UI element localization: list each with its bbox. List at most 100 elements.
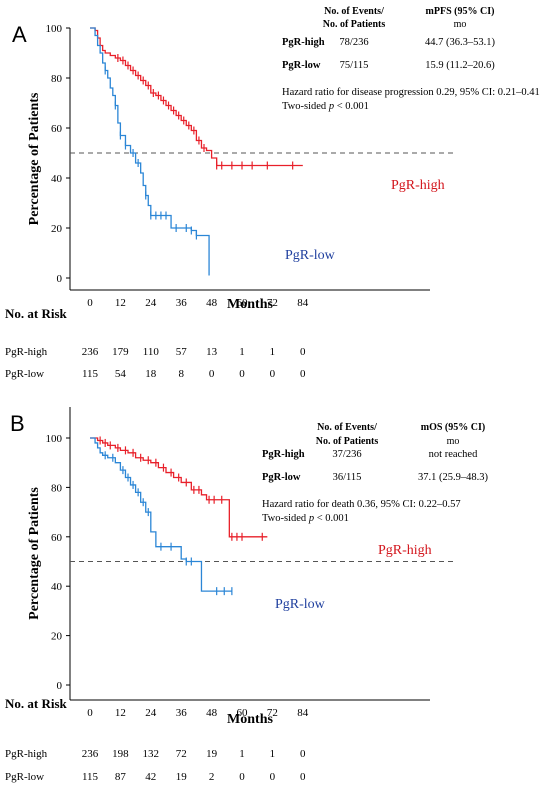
series-pgr-high [90, 27, 303, 170]
col-header-events: No. of Patients [323, 19, 386, 30]
x-tick-label: 72 [267, 297, 278, 309]
x-tick-label: 84 [297, 297, 309, 309]
risk-value: 115 [82, 771, 99, 783]
col-header-unit: mo [454, 19, 467, 30]
y-tick-label: 20 [51, 631, 63, 643]
km-curve [90, 27, 210, 276]
risk-value: 1 [239, 346, 245, 358]
annotation-table: No. of Events/No. of Patients mPFS (95% C… [282, 6, 540, 112]
y-tick-label: 40 [51, 581, 63, 593]
col-header-unit: mo [447, 436, 460, 447]
y-tick-label: 60 [51, 532, 63, 544]
p-prefix: Two-sided [262, 513, 309, 524]
x-tick-label: 84 [297, 707, 309, 719]
risk-value: 72 [176, 748, 187, 760]
risk-value: 8 [178, 368, 184, 380]
risk-value: 179 [112, 346, 129, 358]
risk-value: 1 [270, 748, 276, 760]
panel-b: B 0 20 40 60 80 100 0 12 24 36 48 60 72 84 Months Percen… [0, 395, 550, 789]
p-symbol: p [308, 513, 314, 524]
risk-value: 110 [143, 346, 160, 358]
annotation-table: No. of Events/No. of Patients mOS (95% CI… [262, 422, 488, 524]
risk-value: 0 [300, 368, 306, 380]
y-tick-label: 80 [51, 73, 63, 85]
p-value-text: Two-sided p < 0.001 [262, 513, 349, 524]
risk-row-label: PgR-low [5, 368, 44, 380]
p-suffix: < 0.001 [314, 513, 349, 524]
series-pgr-low [90, 27, 210, 276]
risk-value: 0 [239, 368, 245, 380]
row-median: 37.1 (25.9–48.3) [418, 472, 488, 483]
x-tick-label: 0 [87, 707, 93, 719]
risk-table-title: No. at Risk [5, 306, 68, 321]
x-tick-label: 60 [237, 707, 249, 719]
risk-value: 18 [145, 368, 157, 380]
series-label: PgR-low [275, 597, 326, 612]
y-tick-label: 40 [51, 173, 63, 185]
km-curve [90, 437, 232, 592]
row-label: PgR-high [282, 37, 325, 48]
risk-value: 0 [300, 748, 306, 760]
risk-value: 13 [206, 346, 218, 358]
p-prefix: Two-sided [282, 101, 329, 112]
p-suffix: < 0.001 [334, 101, 369, 112]
col-header-events: No. of Events/ [324, 6, 384, 17]
risk-value: 0 [270, 368, 276, 380]
risk-value: 42 [145, 771, 156, 783]
hazard-ratio-text: Hazard ratio for death 0.36, 95% CI: 0.2… [262, 499, 461, 510]
km-curve [90, 437, 268, 538]
plot-area: 0 20 40 60 80 100 0 12 24 36 48 60 72 84 [46, 23, 456, 309]
p-value-text: Two-sided p < 0.001 [282, 101, 369, 112]
x-tick-label: 12 [115, 297, 126, 309]
series-label: PgR-high [391, 178, 445, 193]
x-tick-label: 0 [87, 297, 93, 309]
y-tick-label: 20 [51, 223, 63, 235]
series-label: PgR-high [378, 543, 432, 558]
y-axis-label: Percentage of Patients [27, 487, 42, 620]
row-median: not reached [429, 449, 478, 460]
y-tick-label: 100 [46, 23, 63, 35]
risk-value: 19 [176, 771, 188, 783]
row-events: 75/115 [340, 60, 369, 71]
risk-value: 115 [82, 368, 99, 380]
x-tick-label: 24 [145, 297, 157, 309]
risk-value: 236 [82, 748, 99, 760]
row-events: 36/115 [333, 472, 362, 483]
risk-value: 57 [176, 346, 188, 358]
risk-value: 0 [300, 346, 306, 358]
row-events: 78/236 [339, 37, 368, 48]
panel-label: B [10, 411, 25, 436]
y-tick-label: 0 [57, 680, 63, 692]
y-axis-label: Percentage of Patients [27, 92, 42, 225]
x-tick-label: 48 [206, 707, 218, 719]
series-label: PgR-low [285, 248, 336, 263]
risk-value: 2 [209, 771, 215, 783]
row-label: PgR-low [262, 472, 301, 483]
risk-value: 87 [115, 771, 127, 783]
y-tick-label: 0 [57, 273, 63, 285]
x-tick-label: 36 [176, 297, 188, 309]
row-label: PgR-high [262, 449, 305, 460]
series-pgr-high [90, 436, 268, 541]
hazard-ratio-text: Hazard ratio for disease progression 0.2… [282, 87, 540, 98]
col-header-median: mOS (95% CI) [421, 422, 485, 433]
km-curve [90, 27, 303, 167]
y-tick-label: 100 [46, 433, 63, 445]
row-label: PgR-low [282, 60, 321, 71]
p-symbol: p [328, 101, 334, 112]
x-tick-label: 48 [206, 297, 218, 309]
risk-row-label: PgR-high [5, 748, 48, 760]
x-axis-label: Months [227, 297, 273, 312]
y-tick-label: 80 [51, 482, 63, 494]
x-tick-label: 72 [267, 707, 278, 719]
col-header-median: mPFS (95% CI) [426, 6, 495, 17]
plot-area: 0 20 40 60 80 100 0 12 24 36 48 60 72 84 [46, 407, 456, 719]
col-header-events: No. of Patients [316, 436, 379, 447]
risk-row-label: PgR-high [5, 346, 48, 358]
risk-row-label: PgR-low [5, 771, 44, 783]
row-median: 15.9 (11.2–20.6) [425, 60, 495, 71]
